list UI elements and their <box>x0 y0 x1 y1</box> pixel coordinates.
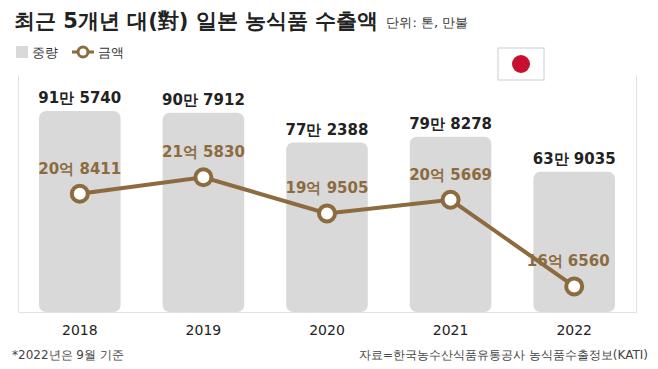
x-tick-label: 2018 <box>62 322 98 338</box>
legend-label: 중량 <box>32 45 58 60</box>
flag-field <box>498 48 544 80</box>
data-labels: 91만 5740 90만 7912 77만 2388 79만 8278 63만 9035… <box>38 89 615 270</box>
axis-line <box>19 312 637 313</box>
x-tick: 2021 <box>433 312 469 338</box>
x-tick: 2020 <box>309 312 345 338</box>
x-tick: 2018 <box>62 312 98 338</box>
line-label: 21억 5830 <box>162 143 245 161</box>
line-label: 19억 9505 <box>286 179 369 197</box>
marker <box>566 278 582 294</box>
bar <box>39 111 121 312</box>
chart: 최근 5개년 대(對) 일본 농식품 수출액단위: 톤, 만불201820192… <box>0 0 658 369</box>
axis-line <box>18 76 19 313</box>
legend-swatch <box>78 47 88 57</box>
legend-label: 금액 <box>98 45 124 60</box>
marker <box>319 205 335 221</box>
marker <box>72 186 88 202</box>
x-tick: 2022 <box>556 312 592 338</box>
x-tick-label: 2021 <box>433 322 469 338</box>
title: 최근 5개년 대(對) 일본 농식품 수출액 <box>14 9 378 33</box>
x-tick-label: 2019 <box>186 322 222 338</box>
marker <box>443 192 459 208</box>
legend-item: 금액 <box>72 45 124 60</box>
x-tick-label: 2020 <box>309 322 345 338</box>
bar <box>410 137 492 312</box>
line-label: 20억 8411 <box>38 160 121 178</box>
bar-label: 91만 5740 <box>38 89 121 107</box>
bar-label: 90만 7912 <box>162 91 245 109</box>
flag-icon <box>498 48 544 80</box>
marks <box>39 111 615 312</box>
legend-item: 중량 <box>16 45 58 60</box>
y-axis <box>18 76 19 313</box>
marker <box>195 169 211 185</box>
subtitle: 단위: 톤, 만불 <box>386 15 468 30</box>
line-label: 20억 5669 <box>409 166 492 184</box>
y2-axis <box>636 76 637 313</box>
x-tick-label: 2022 <box>556 322 592 338</box>
annotation: *2022년은 9월 기준 <box>12 348 124 362</box>
x-tick: 2019 <box>186 312 222 338</box>
line <box>80 177 574 286</box>
x-axis: 2018 2019 2020 2021 2022 <box>19 312 637 338</box>
legend-swatch <box>16 46 28 58</box>
flag-disc <box>512 55 530 73</box>
bar <box>286 143 368 312</box>
axis-line <box>636 76 637 313</box>
source: 자료=한국농수산식품유통공사 농식품수출정보(KATI) <box>359 348 648 362</box>
line-label: 16억 6560 <box>527 252 610 270</box>
bar-label: 63만 9035 <box>533 150 616 168</box>
bar <box>533 172 615 312</box>
bar-label: 77만 2388 <box>286 121 369 139</box>
bar-label: 79만 8278 <box>409 115 492 133</box>
bar <box>163 113 245 312</box>
legend: 중량 금액 <box>16 45 124 60</box>
